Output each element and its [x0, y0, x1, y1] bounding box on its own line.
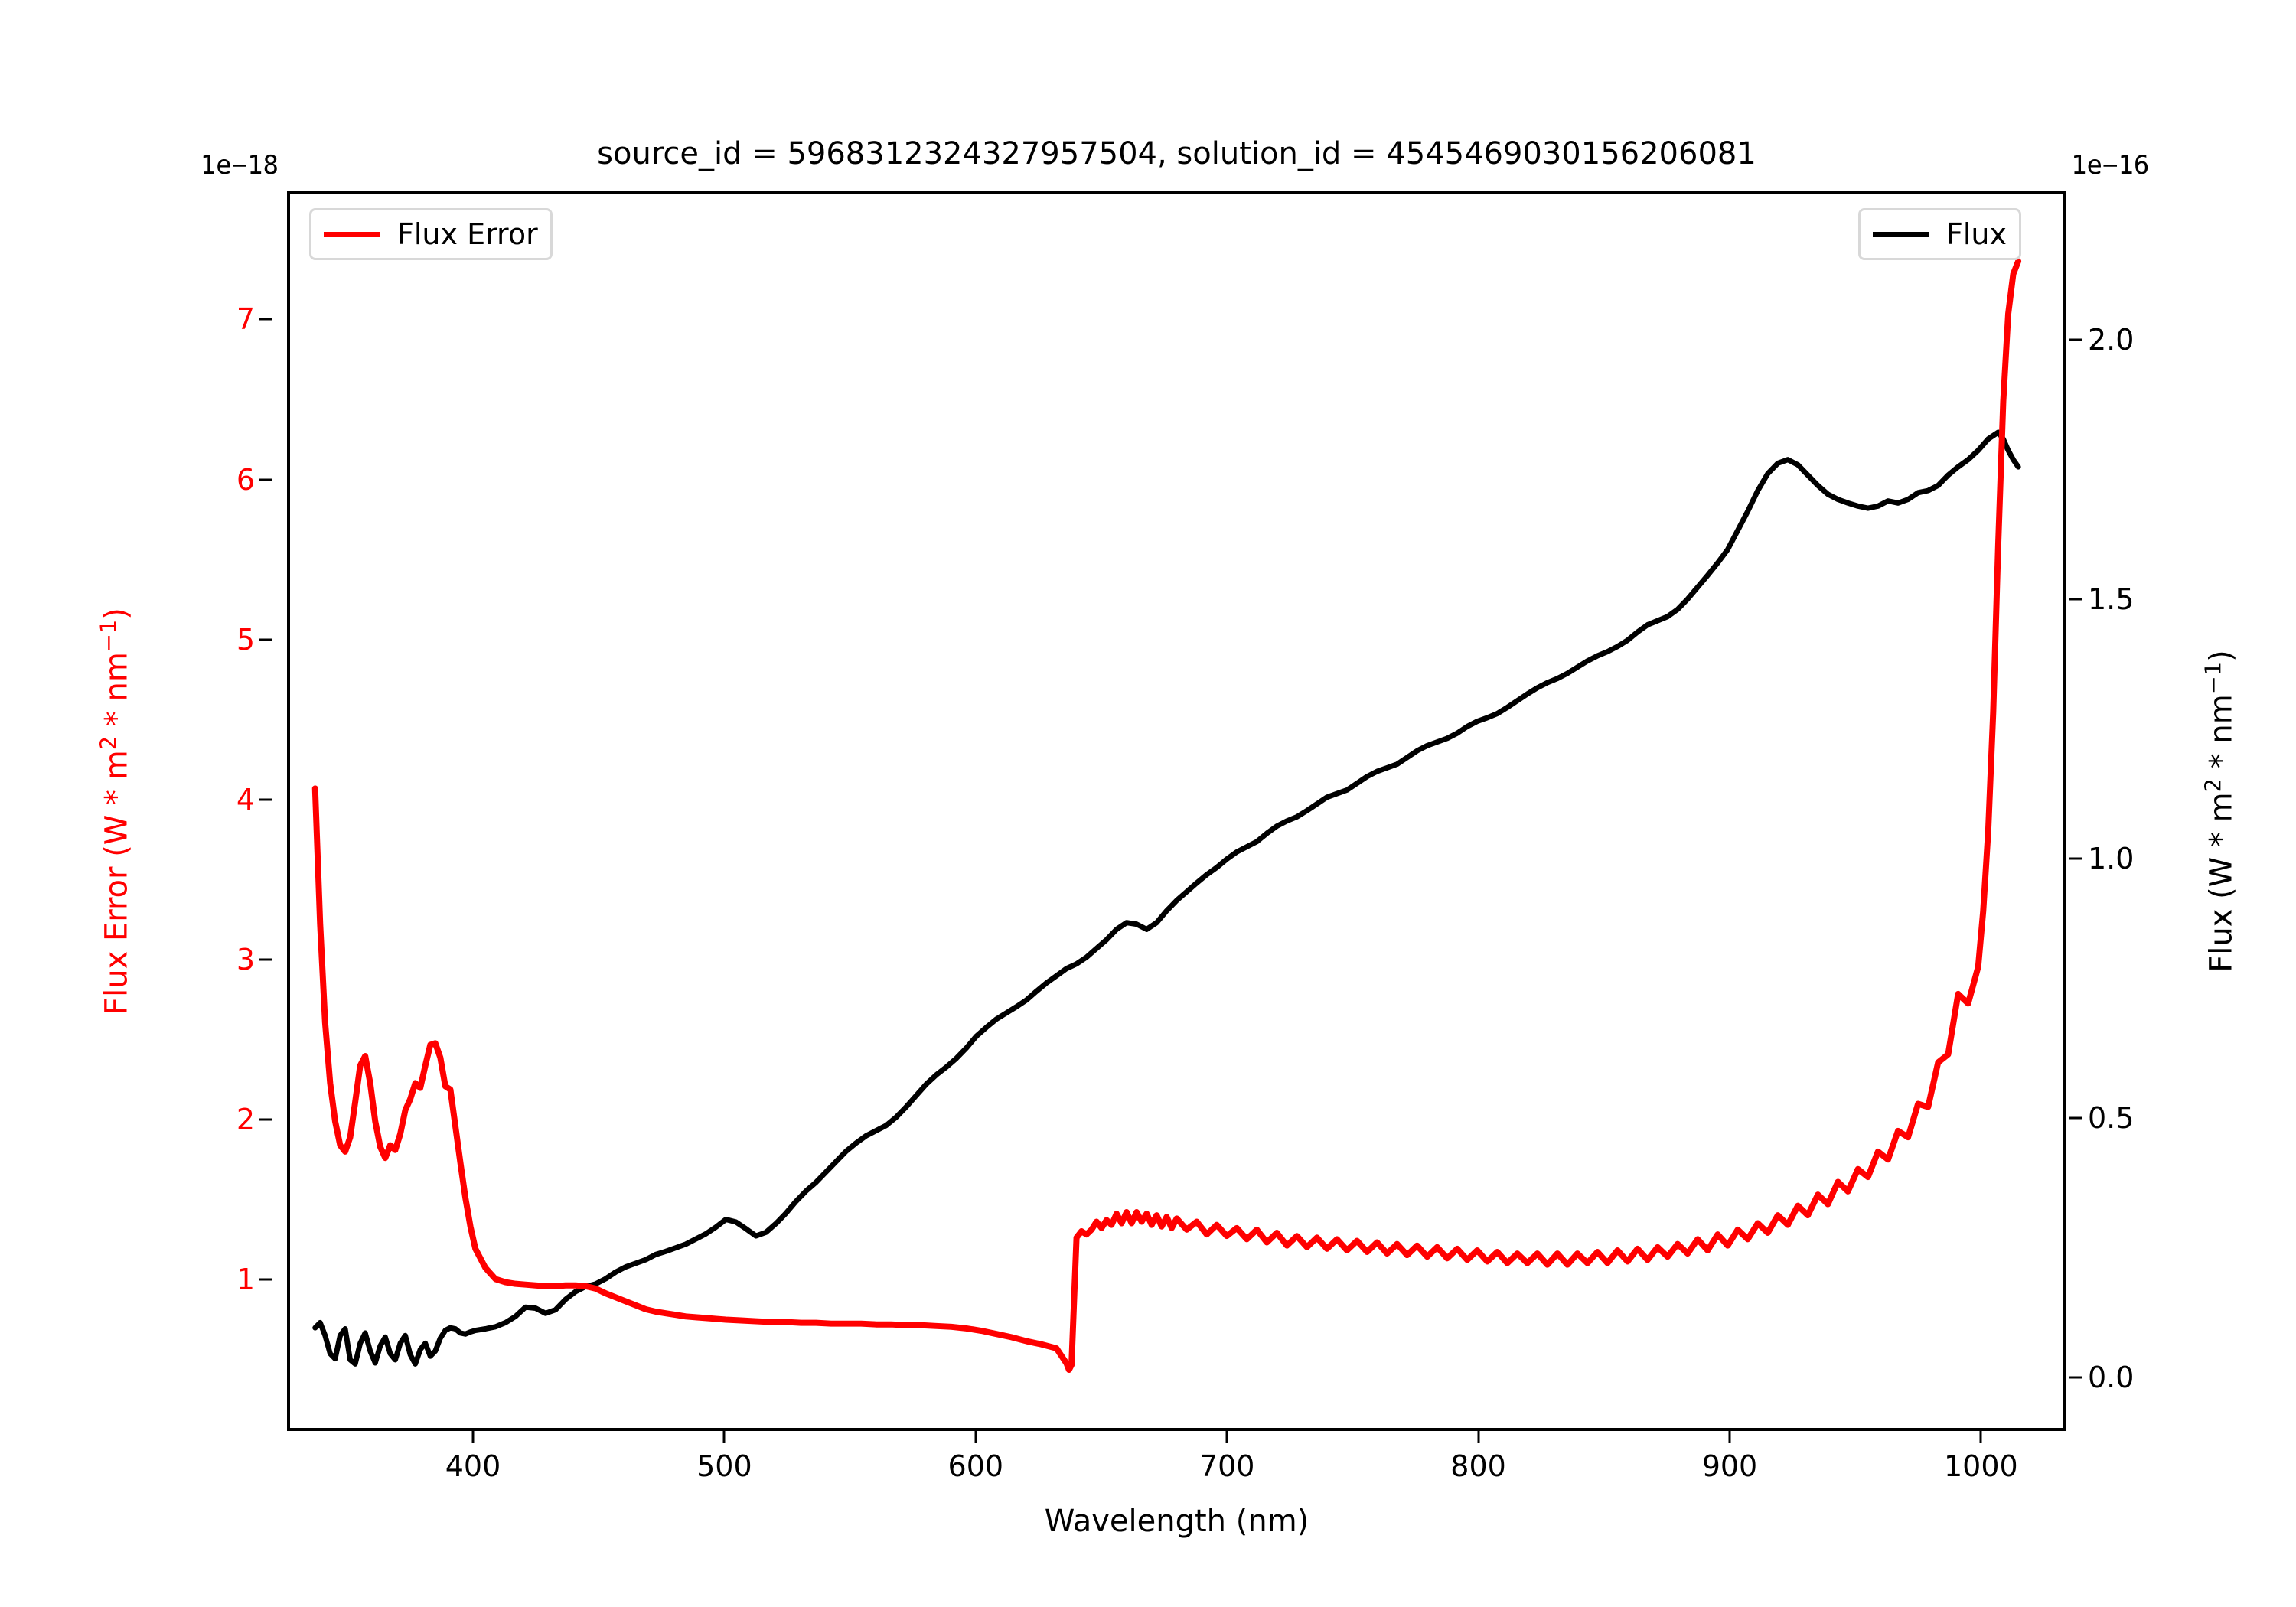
left-y-tick-mark	[259, 318, 272, 321]
x-tick-mark	[1979, 1431, 1982, 1443]
x-tick-label: 800	[1450, 1449, 1506, 1483]
right-y-tick-label: 2.0	[2088, 322, 2135, 357]
right-y-tick-label: 0.5	[2088, 1100, 2135, 1135]
left-y-tick-label: 1	[236, 1263, 255, 1297]
left-y-axis-label-sup1: 2	[95, 735, 122, 751]
legend-flux-error-swatch	[324, 231, 380, 237]
x-tick-mark	[1477, 1431, 1480, 1443]
left-y-tick-mark	[259, 478, 272, 481]
left-y-axis-label: Flux Error (W * m2 * nm−1)	[95, 608, 134, 1015]
right-y-axis-label-mid: * nm	[2203, 694, 2239, 779]
right-y-tick-mark	[2069, 598, 2082, 601]
legend-flux-error-label: Flux Error	[397, 217, 538, 251]
x-tick-mark	[974, 1431, 977, 1443]
left-y-tick-mark	[259, 958, 272, 961]
x-axis-label: Wavelength (nm)	[1044, 1504, 1309, 1539]
flux-line	[312, 429, 2021, 1367]
left-y-tick-label: 5	[236, 622, 255, 657]
right-y-tick-mark	[2069, 338, 2082, 341]
right-y-tick-label: 1.5	[2088, 582, 2135, 616]
right-y-tick-label: 0.0	[2088, 1360, 2135, 1394]
right-y-tick-mark	[2069, 1376, 2082, 1378]
legend-flux-swatch	[1873, 231, 1929, 237]
x-tick-mark	[471, 1431, 475, 1443]
x-tick-mark	[1728, 1431, 1731, 1443]
right-y-axis-label-prefix: Flux (W * m	[2203, 792, 2239, 973]
page-title: source_id = 5968312324327957504, solutio…	[597, 136, 1756, 171]
left-y-axis-label-prefix: Flux Error (W * m	[99, 750, 135, 1015]
left-y-tick-mark	[259, 1118, 272, 1121]
left-y-axis-label-suffix: )	[99, 608, 135, 620]
left-y-tick-mark	[259, 798, 272, 801]
left-y-tick-label: 2	[236, 1103, 255, 1137]
x-tick-label: 500	[696, 1449, 752, 1483]
x-tick-mark	[1225, 1431, 1228, 1443]
legend-flux[interactable]: Flux	[1858, 208, 2021, 260]
flux-error-line	[311, 258, 2022, 1374]
left-y-tick-label: 4	[236, 782, 255, 817]
left-y-tick-label: 3	[236, 943, 255, 976]
right-y-tick-mark	[2069, 857, 2082, 860]
plot-canvas	[311, 258, 2022, 1374]
left-y-axis-label-mid: * nm	[99, 652, 135, 736]
plot-axes	[287, 191, 2066, 1431]
x-tick-label: 400	[445, 1449, 501, 1483]
right-y-axis-label-sup2: −1	[2200, 661, 2226, 695]
left-y-tick-label: 7	[236, 302, 255, 337]
x-tick-label: 700	[1199, 1449, 1255, 1483]
x-tick-mark	[722, 1431, 726, 1443]
left-y-tick-mark	[259, 1278, 272, 1281]
legend-flux-label: Flux	[1946, 217, 2007, 251]
right-y-axis-label-sup1: 2	[2200, 778, 2226, 793]
right-y-axis-label-suffix: )	[2203, 650, 2239, 662]
x-tick-label: 600	[947, 1449, 1004, 1483]
left-y-axis-label-sup2: −1	[95, 619, 122, 653]
right-axis-offset-text: 1e−16	[2071, 150, 2150, 181]
x-tick-label: 1000	[1943, 1449, 2018, 1483]
x-tick-label: 900	[1701, 1449, 1758, 1483]
right-y-tick-label: 1.0	[2088, 841, 2135, 875]
left-y-tick-label: 6	[236, 462, 255, 497]
right-y-axis-label: Flux (W * m2 * nm−1)	[2200, 650, 2239, 973]
left-axis-offset-text: 1e−18	[200, 150, 279, 181]
legend-flux-error[interactable]: Flux Error	[309, 208, 553, 260]
left-y-tick-mark	[259, 638, 272, 641]
right-y-tick-mark	[2069, 1116, 2082, 1120]
